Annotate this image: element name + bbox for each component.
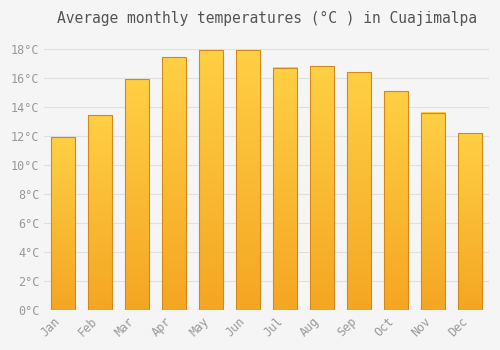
Bar: [51, 137, 75, 310]
Bar: [273, 68, 297, 310]
Bar: [236, 50, 260, 310]
Bar: [199, 50, 223, 310]
Bar: [310, 66, 334, 310]
Bar: [162, 57, 186, 310]
Bar: [458, 133, 482, 310]
Bar: [88, 116, 112, 310]
Bar: [422, 113, 446, 310]
Bar: [125, 79, 149, 310]
Bar: [347, 72, 372, 310]
Title: Average monthly temperatures (°C ) in Cuajimalpa: Average monthly temperatures (°C ) in Cu…: [56, 11, 476, 26]
Bar: [384, 91, 408, 310]
